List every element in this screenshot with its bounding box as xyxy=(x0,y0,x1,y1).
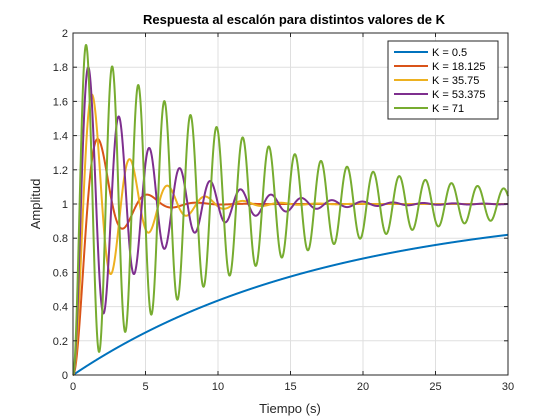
y-tick-label: 0.4 xyxy=(53,302,68,314)
x-tick-label: 15 xyxy=(284,381,296,393)
legend-entry: K = 53.375 xyxy=(432,89,486,101)
axes-box xyxy=(72,32,509,376)
series-lines xyxy=(72,43,509,376)
x-axis-label: Tiempo (s) xyxy=(259,401,321,416)
y-tick-label: 0 xyxy=(62,370,68,382)
y-tick-label: 1.4 xyxy=(53,131,68,143)
x-tick-label: 20 xyxy=(357,381,369,393)
chart-title: Respuesta al escalón para distintos valo… xyxy=(143,12,446,27)
y-tick-label: 0.8 xyxy=(53,233,68,245)
legend-entry: K = 0.5 xyxy=(432,47,467,59)
x-tick-label: 30 xyxy=(502,381,514,393)
x-tick-label: 10 xyxy=(212,381,224,393)
y-tick-label: 1.8 xyxy=(53,62,68,74)
series-line-1 xyxy=(72,233,509,376)
axes: 0 5 10 15 20 25 30 0 0.2 0.4 0.6 0.8 1 1.2 1.4 1.6 1.8 2 xyxy=(53,28,514,393)
y-tick-label: 2 xyxy=(62,28,68,40)
y-tick-label: 0.6 xyxy=(53,267,68,279)
legend-entry: K = 35.75 xyxy=(432,75,479,87)
y-axis-label: Amplitud xyxy=(28,179,43,230)
series-line-5 xyxy=(72,43,509,376)
legend: K = 0.5 K = 18.125 K = 35.75 K = 53.375 K = … xyxy=(387,40,499,120)
x-tick-label: 5 xyxy=(142,381,148,393)
x-tick-label: 0 xyxy=(70,381,76,393)
y-tick-label: 1 xyxy=(62,199,68,211)
legend-entry: K = 18.125 xyxy=(432,61,486,73)
y-tick-label: 1.6 xyxy=(53,96,68,108)
x-tick-label: 25 xyxy=(429,381,441,393)
y-tick-label: 0.2 xyxy=(53,336,68,348)
series-line-4 xyxy=(72,66,509,376)
legend-entry: K = 71 xyxy=(432,103,464,115)
y-tick-label: 1.2 xyxy=(53,165,68,177)
